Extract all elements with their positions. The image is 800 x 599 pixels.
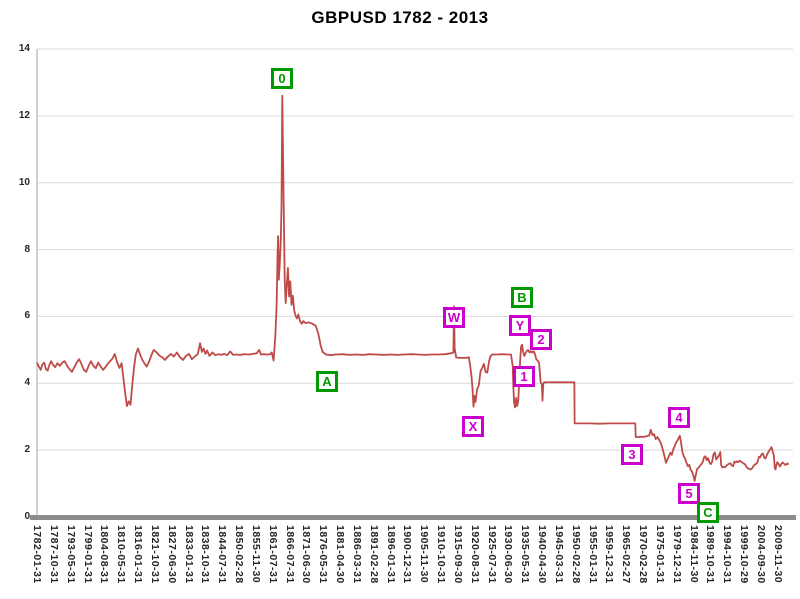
x-axis-label: 1844-07-31	[216, 525, 229, 584]
x-axis-label: 1950-02-28	[569, 525, 582, 584]
x-axis-label: 1782-01-31	[31, 525, 43, 584]
x-axis-label: 1804-08-31	[98, 525, 111, 584]
x-axis-label: 1799-01-31	[81, 525, 94, 584]
x-axis-label: 1975-01-31	[653, 525, 666, 584]
x-axis-label: 1821-10-31	[148, 525, 161, 584]
chart-title: GBPUSD 1782 - 2013	[311, 8, 489, 27]
x-axis-label: 1955-01-31	[586, 525, 599, 584]
x-axis-label: 1866-07-31	[283, 525, 296, 584]
x-axis-label: 1833-01-31	[182, 525, 195, 584]
wave-label-1: 1	[513, 366, 535, 387]
wave-label-4: 4	[668, 407, 690, 428]
x-axis-label: 1871-06-30	[300, 525, 313, 584]
x-axis-baseline	[30, 515, 796, 520]
x-axis-label: 1959-12-31	[603, 525, 616, 584]
wave-label-5: 5	[678, 483, 700, 504]
x-axis-label: 1891-02-28	[367, 525, 380, 584]
y-axis-label: 0	[24, 511, 30, 522]
x-axis-label: 2009-11-30	[771, 525, 784, 584]
wave-label-0: 0	[271, 68, 293, 89]
x-axis-label: 1999-10-29	[738, 525, 751, 584]
wave-label-3: 3	[621, 444, 643, 465]
y-axis-label: 2	[24, 444, 30, 456]
y-axis-label: 12	[18, 109, 30, 121]
y-axis-label: 8	[24, 243, 30, 255]
x-axis-label: 1810-05-31	[115, 525, 128, 584]
x-axis-label: 1935-05-31	[519, 525, 532, 584]
x-axis-label: 1984-11-30	[687, 525, 700, 584]
x-axis-label: 1930-06-30	[502, 525, 515, 584]
x-axis-label: 1850-02-28	[233, 525, 246, 584]
x-axis-label: 2004-09-30	[754, 525, 767, 584]
x-axis-label: 1793-05-31	[64, 525, 77, 584]
x-axis-label: 1940-04-30	[536, 525, 549, 584]
wave-label-C: C	[697, 502, 719, 523]
x-axis-label: 1915-09-30	[451, 525, 464, 584]
y-axis-label: 6	[24, 310, 30, 322]
x-axis-label: 1900-12-31	[401, 525, 414, 584]
wave-label-A: A	[316, 371, 338, 392]
y-axis-label: 4	[24, 377, 30, 389]
x-axis-label: 1838-10-31	[199, 525, 212, 584]
x-axis-label: 1970-02-28	[637, 525, 650, 584]
x-axis-label: 1896-01-31	[384, 525, 397, 584]
x-axis-label: 1925-07-31	[485, 525, 498, 584]
x-axis-label: 1989-10-31	[704, 525, 717, 584]
x-axis-label: 1787-10-31	[47, 525, 60, 584]
x-axis-label: 1876-05-31	[317, 525, 330, 584]
wave-label-W: W	[443, 307, 465, 328]
x-axis-label: 1886-03-31	[350, 525, 363, 584]
x-axis-label: 1861-07-31	[266, 525, 279, 584]
x-axis-label: 1905-11-30	[418, 525, 431, 584]
wave-label-Y: Y	[509, 315, 531, 336]
x-axis-label: 1994-10-31	[721, 525, 734, 584]
x-axis-label: 1979-12-31	[670, 525, 683, 584]
y-axis-label: 14	[18, 43, 30, 54]
x-axis-label: 1881-04-30	[334, 525, 347, 584]
x-axis-label: 1945-03-31	[552, 525, 565, 584]
price-line-gbpusd	[36, 94, 789, 482]
x-axis-label: 1920-08-31	[468, 525, 481, 584]
x-axis-label: 1816-01-31	[132, 525, 145, 584]
wave-label-B: B	[511, 287, 533, 308]
x-axis-label: 1910-10-31	[435, 525, 448, 584]
wave-label-2: 2	[530, 329, 552, 350]
x-axis-label: 1965-02-27	[620, 525, 633, 584]
x-axis-label: 1827-06-30	[165, 525, 178, 584]
x-axis-label: 1855-11-30	[249, 525, 262, 584]
wave-label-X: X	[462, 416, 484, 437]
y-axis-label: 10	[18, 176, 30, 188]
